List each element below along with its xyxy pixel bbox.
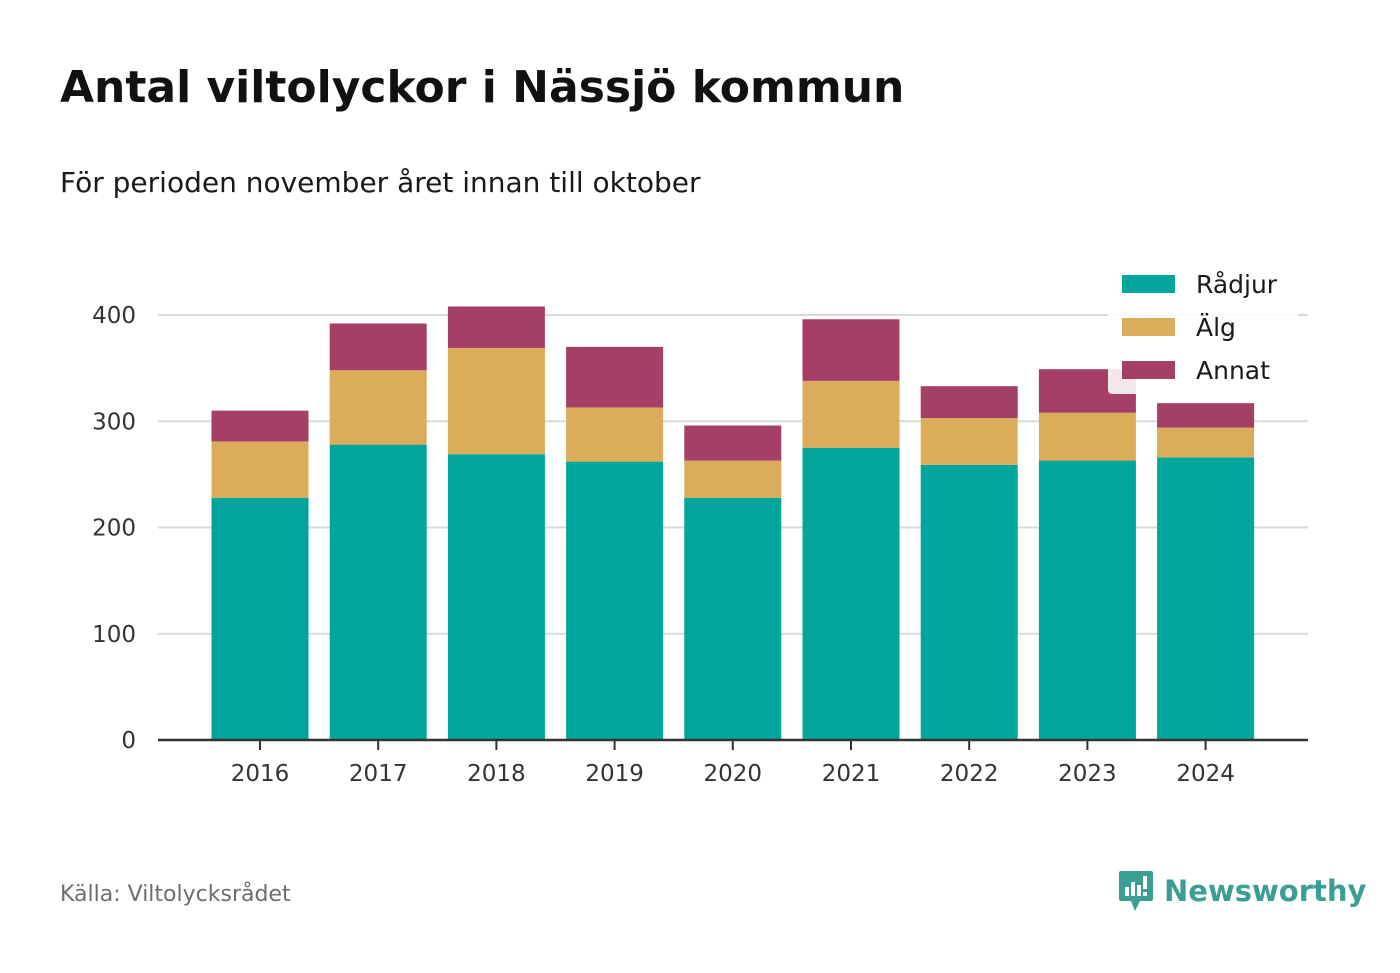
brand-name: Newsworthy — [1164, 874, 1367, 908]
bar-segment-rådjur — [1038, 460, 1136, 740]
bar-segment-annat — [1157, 403, 1255, 428]
bar-segment-älg — [1038, 412, 1136, 461]
bar-segment-annat — [447, 306, 545, 348]
axes: 0 100 200 300 400 2016 2017 2018 2019 2020 2021 202… — [92, 303, 1308, 787]
bars — [211, 306, 1255, 740]
source-note: Källa: Viltolycksrådet — [60, 882, 291, 907]
bar-segment-rådjur — [566, 461, 664, 740]
y-tick-label: 0 — [121, 728, 136, 754]
bar-segment-annat — [802, 319, 900, 381]
bar-segment-annat — [566, 346, 664, 408]
bar-segment-rådjur — [684, 497, 782, 740]
legend-swatch — [1122, 275, 1175, 293]
bar-segment-rådjur — [447, 454, 545, 740]
bar-segment-älg — [920, 418, 1018, 465]
x-tick-label: 2021 — [822, 761, 881, 787]
bar-segment-rådjur — [802, 447, 900, 740]
bar-segment-rådjur — [211, 497, 309, 740]
bar-segment-älg — [329, 370, 427, 445]
x-tick-label: 2023 — [1058, 761, 1117, 787]
chart-subtitle: För perioden november året innan till ok… — [60, 166, 701, 199]
bar-segment-annat — [211, 410, 309, 442]
bar-segment-älg — [447, 347, 545, 455]
newsworthy-logo-icon — [1119, 871, 1153, 911]
legend-swatch — [1122, 361, 1175, 379]
x-tick-label: 2020 — [704, 761, 763, 787]
bar-segment-rådjur — [920, 464, 1018, 740]
y-tick-label: 300 — [92, 409, 136, 435]
bar-segment-rådjur — [1157, 457, 1255, 740]
bar-segment-älg — [802, 380, 900, 448]
bar-segment-rådjur — [329, 444, 427, 740]
bar-segment-annat — [684, 425, 782, 461]
bar-segment-annat — [920, 386, 1018, 419]
bar-segment-annat — [329, 323, 427, 371]
x-tick-label: 2016 — [231, 761, 290, 787]
x-tick-label: 2022 — [940, 761, 999, 787]
x-tick-label: 2017 — [349, 761, 408, 787]
bar-segment-älg — [1157, 427, 1255, 458]
y-tick-label: 400 — [92, 303, 136, 329]
legend-swatch — [1122, 318, 1175, 336]
x-tick-label: 2024 — [1176, 761, 1235, 787]
legend-label: Rådjur — [1196, 270, 1278, 299]
x-tick-label: 2019 — [585, 761, 644, 787]
chart-title: Antal viltolyckor i Nässjö kommun — [60, 62, 905, 113]
bar-segment-älg — [566, 407, 664, 462]
legend-label: Älg — [1196, 313, 1236, 342]
bar-segment-älg — [211, 441, 309, 498]
bar-segment-älg — [684, 460, 782, 498]
legend-label: Annat — [1196, 356, 1270, 385]
brand-logo: Newsworthy — [1118, 868, 1366, 914]
y-tick-label: 200 — [92, 516, 136, 542]
legend: Rådjur Älg Annat — [1108, 262, 1298, 394]
x-tick-label: 2018 — [467, 761, 526, 787]
y-tick-label: 100 — [92, 622, 136, 648]
